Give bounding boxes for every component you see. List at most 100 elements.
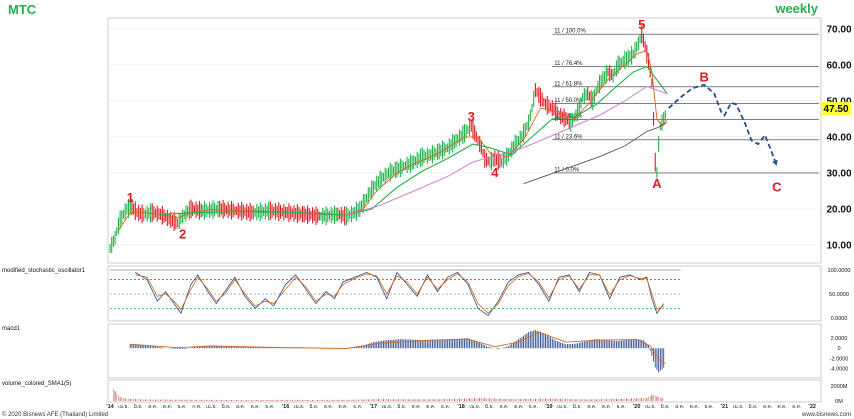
x-month-label: ธ.ค. <box>704 404 713 410</box>
price-y-tick-label: 10.00 <box>826 240 851 251</box>
price-y-tick-label: 50.00 <box>826 96 851 107</box>
x-month-label: ต.ค. <box>514 404 523 410</box>
moving-average-ma_mid <box>160 65 668 216</box>
x-month-label: ธ.ค. <box>617 404 626 410</box>
x-month-label: มิ.ย. <box>485 403 494 410</box>
macd-title: macd1 <box>2 326 21 332</box>
x-month-label: ต.ค. <box>690 404 699 410</box>
stoch-title: modified_stochastic_oscillator1 <box>2 268 86 274</box>
x-month-label: ธ.ค. <box>353 404 362 410</box>
x-month-label: ส.ค. <box>675 404 684 410</box>
moving-average-ma_longest <box>523 122 668 185</box>
x-month-label: ส.ค. <box>499 404 508 410</box>
volume-y-ticks: 2000M 0M <box>831 384 848 405</box>
moving-average-ma_long <box>346 86 668 216</box>
price-y-tick-label: 40.00 <box>826 132 851 143</box>
x-month-label: ต.ค. <box>338 404 347 410</box>
x-year-label: '20 <box>633 404 640 410</box>
wave-label-4: 4 <box>491 165 499 180</box>
macd-y-tick-label: 0 <box>837 346 840 352</box>
x-month-label: ส.ค. <box>324 404 333 410</box>
x-year-label: '21 <box>721 404 728 410</box>
macd-panel: macd1 2.0000 0 -2.0000 -4.0000 <box>2 323 849 379</box>
projection-path <box>668 83 778 167</box>
wave-label-1: 1 <box>127 190 134 205</box>
x-month-label: มิ.ย. <box>309 403 318 410</box>
x-month-label: ส.ค. <box>412 404 421 410</box>
wave-label-B: B <box>700 69 709 84</box>
x-year-label: '18 <box>457 404 464 410</box>
stoch-y-tick-label: 50.0000 <box>829 292 849 298</box>
footer-copyright: © 2020 Bisnews AFE (Thailand) Limited <box>2 411 108 418</box>
stoch-frame <box>107 265 822 322</box>
last-price-value: 47.50 <box>823 104 848 115</box>
x-year-label: '17 <box>370 404 377 410</box>
x-month-label: เม.ย. <box>118 404 129 410</box>
projection-arrowhead <box>772 159 778 166</box>
symbol-label: MTC <box>8 2 37 17</box>
fib-level-label: 11 / 61.8% <box>554 81 583 87</box>
x-month-label: ธ.ค. <box>441 404 450 410</box>
macd-frame <box>107 323 822 379</box>
volume-bars <box>112 389 663 401</box>
stochastic-panel: modified_stochastic_oscillator1 100.0000… <box>2 265 851 322</box>
moving-average-ma_short <box>118 49 668 231</box>
x-month-label: มิ.ย. <box>397 403 406 410</box>
price-y-tick-label: 70.00 <box>826 24 851 35</box>
stoch-line-k <box>135 271 665 317</box>
x-month-label: ก.พ. <box>192 404 201 410</box>
price-series <box>109 24 668 254</box>
macd-y-tick-label: -2.0000 <box>830 356 849 362</box>
stoch-line-d <box>135 272 664 314</box>
macd-y-ticks: 2.0000 0 -2.0000 -4.0000 <box>830 336 849 372</box>
volume-title: volume_colored_SMA1(5) <box>2 381 71 387</box>
volume-frame <box>107 379 822 403</box>
x-month-label: ส.ค. <box>236 404 245 410</box>
stoch-y-tick-label: 100.0000 <box>828 268 851 274</box>
x-month-label: ธ.ค. <box>265 404 274 410</box>
wave-labels: 1 2 3 4 5 A B C <box>127 17 782 241</box>
volume-panel: volume_colored_SMA1(5) 2000M 0M <box>2 379 848 405</box>
x-month-label: ต.ค. <box>426 404 435 410</box>
fib-level-label: 11 / 50.0% <box>554 98 583 104</box>
x-month-label: ส.ค. <box>148 404 157 410</box>
x-month-label: ส.ค. <box>763 404 772 410</box>
stoch-series <box>135 271 665 317</box>
x-month-label: มิ.ย. <box>748 403 757 410</box>
wave-label-C: C <box>772 180 782 195</box>
volume-y-tick-label: 2000M <box>831 384 848 390</box>
wave-label-5: 5 <box>638 17 645 32</box>
x-month-label: เม.ย. <box>294 404 305 410</box>
footer-website: www.bisnews.com <box>801 412 851 418</box>
x-month-label: เม.ย. <box>206 404 217 410</box>
fib-level-label: 11 / 0.0% <box>554 167 580 173</box>
fib-level-label: 11 / 23.6% <box>554 134 583 140</box>
price-y-tick-label: 20.00 <box>826 204 851 215</box>
x-month-label: มิ.ย. <box>221 403 230 410</box>
x-year-label: '14 <box>106 404 114 410</box>
x-month-label: เม.ย. <box>469 404 480 410</box>
x-month-label: ต.ค. <box>251 404 260 410</box>
x-axis: '14 '16 '17 '18 '19 '20 '21 '22 เม.ย. มิ.ย. ส.ค. ต.… <box>106 403 816 410</box>
price-y-tick-label: 60.00 <box>826 60 851 71</box>
x-month-label: เม.ย. <box>645 404 656 410</box>
price-y-tick-label: 30.00 <box>826 168 851 179</box>
x-year-label: '22 <box>809 404 816 410</box>
x-month-label: ต.ค. <box>602 404 611 410</box>
macd-signal-line <box>130 331 666 364</box>
macd-signal <box>130 331 666 364</box>
x-month-label: ส.ค. <box>587 404 596 410</box>
x-month-label: มิ.ย. <box>134 403 143 410</box>
x-month-label: เม.ย. <box>382 404 393 410</box>
wave-label-A: A <box>652 176 662 191</box>
x-month-label: มิ.ย. <box>661 403 670 410</box>
price-y-ticks: 10.00 20.00 30.00 40.00 50.00 60.00 70.00 <box>826 24 851 251</box>
x-month-label: เม.ย. <box>557 404 568 410</box>
x-month-label: ต.ค. <box>163 404 172 410</box>
fib-level-label: 11 / 76.4% <box>554 61 583 67</box>
wave-label-3: 3 <box>468 109 475 124</box>
x-month-label: ธ.ค. <box>529 404 538 410</box>
stoch-y-ticks: 100.0000 50.0000 0.0000 <box>828 268 851 322</box>
period-label: weekly <box>774 1 818 16</box>
